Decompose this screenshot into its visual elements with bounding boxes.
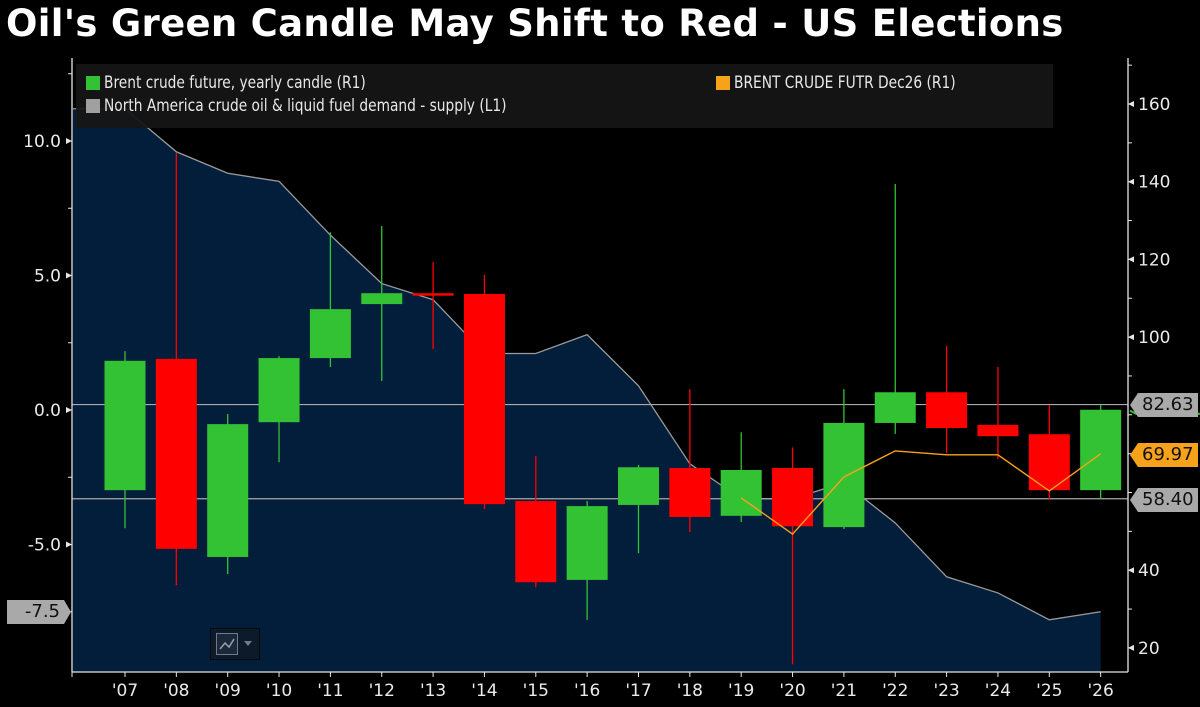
x-axis-tick-label: '20 (779, 681, 805, 701)
candle (1080, 404, 1122, 499)
x-axis-tick-label: '18 (677, 681, 703, 701)
candle (155, 152, 197, 585)
candle (772, 447, 814, 665)
candle (361, 225, 403, 382)
green-square-icon (86, 76, 100, 90)
x-axis-tick-label: '25 (1036, 681, 1062, 701)
tag-arrow-icon (64, 600, 71, 624)
left-axis-tick-label: 0.0 (34, 401, 61, 421)
candle (207, 414, 249, 575)
tag-arrow-icon (1130, 393, 1138, 417)
legend: Brent crude future, yearly candle (R1) N… (76, 64, 1053, 128)
right-axis-tick-label: 120 (1138, 250, 1170, 270)
left-axis-tick-label: -5.0 (28, 536, 61, 556)
x-axis-tick-label: '26 (1087, 681, 1113, 701)
candle (515, 455, 557, 588)
candle (669, 389, 711, 533)
legend-label: Brent crude future, yearly candle (R1) (104, 73, 366, 93)
right-axis-tick-label: 160 (1138, 95, 1170, 115)
candle (309, 232, 351, 368)
right-axis-tick-label: 40 (1138, 561, 1160, 581)
left-axis-tick-label: 10.0 (23, 132, 61, 152)
x-axis-tick-label: '17 (625, 681, 651, 701)
candle (618, 464, 659, 554)
candle (823, 389, 865, 530)
left-axis-tick-label: 5.0 (34, 267, 61, 287)
x-axis-tick-label: '13 (420, 681, 446, 701)
x-axis-tick-label: '19 (728, 681, 754, 701)
chart-title: Oil's Green Candle May Shift to Red - US… (6, 2, 1064, 45)
chevron-down-icon (244, 641, 252, 646)
x-axis-tick-label: '23 (933, 681, 959, 701)
futures-line (740, 450, 1102, 535)
orange-square-icon (716, 76, 730, 90)
right-axis-tick-label: 140 (1138, 173, 1170, 193)
x-axis-tick-label: '16 (574, 681, 600, 701)
legend-label: North America crude oil & liquid fuel de… (104, 96, 507, 116)
candle (566, 501, 608, 620)
chart-type-menu-button[interactable] (210, 628, 260, 660)
candles (104, 152, 1122, 665)
futures-value-tag: 69.97 (1138, 443, 1198, 467)
x-axis-tick-label: '10 (266, 681, 292, 701)
tag-arrow-icon (1130, 443, 1138, 467)
x-axis-tick-label: '21 (831, 681, 857, 701)
axes: 10.0 5.0 0.0 -5.0 160 140 120 100 40 20 '07 '08 '09 '… (23, 58, 1200, 701)
legend-item-futures[interactable]: BRENT CRUDE FUTR Dec26 (R1) (716, 73, 980, 93)
x-axis-tick-label: '15 (523, 681, 549, 701)
legend-label: BRENT CRUDE FUTR Dec26 (R1) (734, 73, 956, 93)
x-axis-tick-label: '07 (112, 681, 138, 701)
candle (1028, 405, 1070, 500)
legend-item-area[interactable]: North America crude oil & liquid fuel de… (86, 96, 551, 116)
x-axis-tick-label: '14 (471, 681, 497, 701)
x-axis-tick-label: '08 (163, 681, 189, 701)
grey-square-icon (86, 99, 100, 113)
high-value-tag: 82.63 (1138, 393, 1198, 417)
x-axis-tick-label: '11 (317, 681, 343, 701)
line-chart-icon (216, 633, 238, 655)
candle (463, 274, 505, 509)
candle (874, 184, 916, 434)
right-axis-tick-label: 100 (1138, 328, 1170, 348)
x-axis-tick-label: '12 (369, 681, 395, 701)
left-axis-value-tag: -7.5 (7, 600, 64, 624)
candle (977, 367, 1019, 460)
x-axis-tick-label: '09 (215, 681, 241, 701)
candle (926, 346, 968, 453)
candle (104, 351, 146, 529)
tag-arrow-icon (1130, 488, 1138, 512)
x-axis-tick-label: '22 (882, 681, 908, 701)
right-axis-tick-label: 20 (1138, 639, 1160, 659)
legend-item-candle[interactable]: Brent crude future, yearly candle (R1) (86, 73, 395, 93)
candle (412, 262, 454, 350)
candle (258, 356, 300, 463)
x-axis-tick-label: '24 (985, 681, 1011, 701)
low-value-tag: 58.40 (1138, 488, 1198, 512)
